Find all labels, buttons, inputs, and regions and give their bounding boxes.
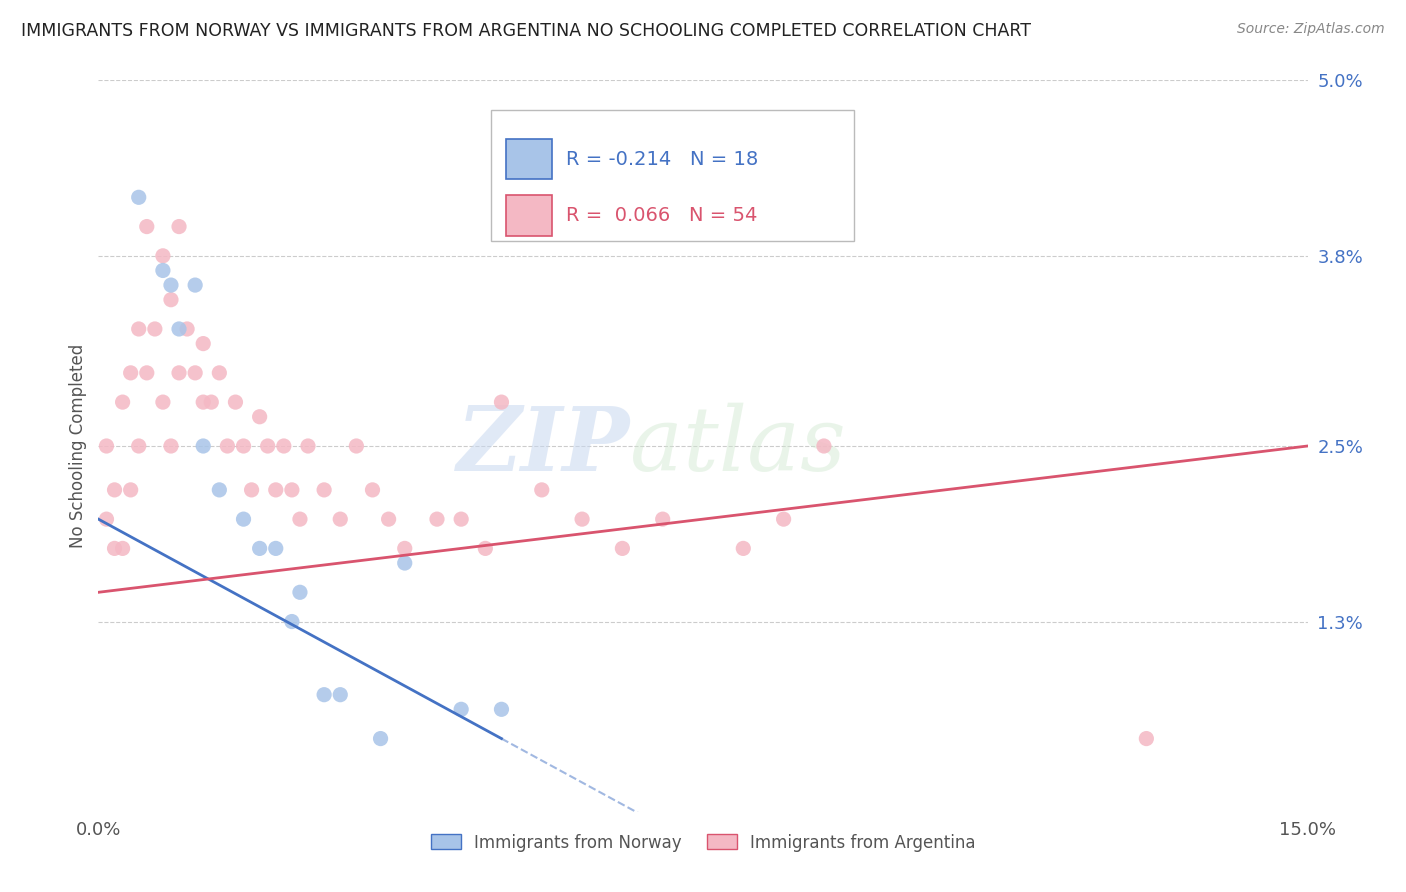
Point xyxy=(152,249,174,263)
Point xyxy=(193,439,215,453)
Point xyxy=(111,395,134,409)
Point xyxy=(160,293,183,307)
Point xyxy=(377,512,399,526)
Point xyxy=(450,512,472,526)
Text: IMMIGRANTS FROM NORWAY VS IMMIGRANTS FROM ARGENTINA NO SCHOOLING COMPLETED CORRE: IMMIGRANTS FROM NORWAY VS IMMIGRANTS FRO… xyxy=(21,22,1031,40)
Point xyxy=(329,688,352,702)
Point xyxy=(176,322,198,336)
Text: R =  0.066   N = 54: R = 0.066 N = 54 xyxy=(567,206,758,225)
Point xyxy=(103,483,125,497)
Point xyxy=(474,541,496,556)
Point xyxy=(167,366,190,380)
Point xyxy=(208,483,231,497)
Point xyxy=(264,483,287,497)
Text: ZIP: ZIP xyxy=(457,403,630,489)
Point xyxy=(297,439,319,453)
Point xyxy=(249,409,271,424)
FancyBboxPatch shape xyxy=(492,110,855,241)
Text: atlas: atlas xyxy=(630,402,846,490)
Point xyxy=(813,439,835,453)
Point xyxy=(571,512,593,526)
Point xyxy=(329,512,352,526)
Point xyxy=(314,688,336,702)
Point xyxy=(217,439,239,453)
Point xyxy=(733,541,755,556)
Point xyxy=(344,439,367,453)
Point xyxy=(208,366,231,380)
Point xyxy=(128,322,150,336)
Point xyxy=(394,556,416,570)
Point xyxy=(152,395,174,409)
Point xyxy=(288,585,311,599)
Point xyxy=(135,219,157,234)
Point xyxy=(273,439,295,453)
Point xyxy=(200,395,222,409)
Point xyxy=(193,395,215,409)
Point xyxy=(370,731,392,746)
Point xyxy=(530,483,553,497)
Legend: Immigrants from Norway, Immigrants from Argentina: Immigrants from Norway, Immigrants from … xyxy=(425,827,981,858)
Point xyxy=(394,541,416,556)
Point xyxy=(128,190,150,204)
Point xyxy=(120,483,142,497)
Point xyxy=(281,615,304,629)
Text: Source: ZipAtlas.com: Source: ZipAtlas.com xyxy=(1237,22,1385,37)
Point xyxy=(143,322,166,336)
Point xyxy=(103,541,125,556)
Point xyxy=(152,263,174,277)
Point xyxy=(288,512,311,526)
Point xyxy=(193,336,215,351)
Text: R = -0.214   N = 18: R = -0.214 N = 18 xyxy=(567,150,759,169)
Point xyxy=(167,322,190,336)
Point xyxy=(184,278,207,293)
Point xyxy=(426,512,449,526)
Point xyxy=(120,366,142,380)
Point xyxy=(160,278,183,293)
Bar xyxy=(506,139,551,179)
Point xyxy=(491,702,513,716)
Point xyxy=(612,541,634,556)
Point xyxy=(240,483,263,497)
Point xyxy=(450,702,472,716)
Point xyxy=(1135,731,1157,746)
Point xyxy=(232,439,254,453)
Point xyxy=(249,541,271,556)
Point xyxy=(96,512,118,526)
Point xyxy=(256,439,278,453)
Point xyxy=(128,439,150,453)
Bar xyxy=(506,195,551,235)
Point xyxy=(135,366,157,380)
Point xyxy=(264,541,287,556)
Y-axis label: No Schooling Completed: No Schooling Completed xyxy=(69,344,87,548)
Point xyxy=(184,366,207,380)
Point xyxy=(314,483,336,497)
Point xyxy=(281,483,304,497)
Point xyxy=(772,512,794,526)
Point xyxy=(491,395,513,409)
Point xyxy=(160,439,183,453)
Point xyxy=(361,483,384,497)
Point xyxy=(111,541,134,556)
Point xyxy=(167,219,190,234)
Point xyxy=(651,512,673,526)
Point xyxy=(232,512,254,526)
Point xyxy=(224,395,246,409)
Point xyxy=(96,439,118,453)
